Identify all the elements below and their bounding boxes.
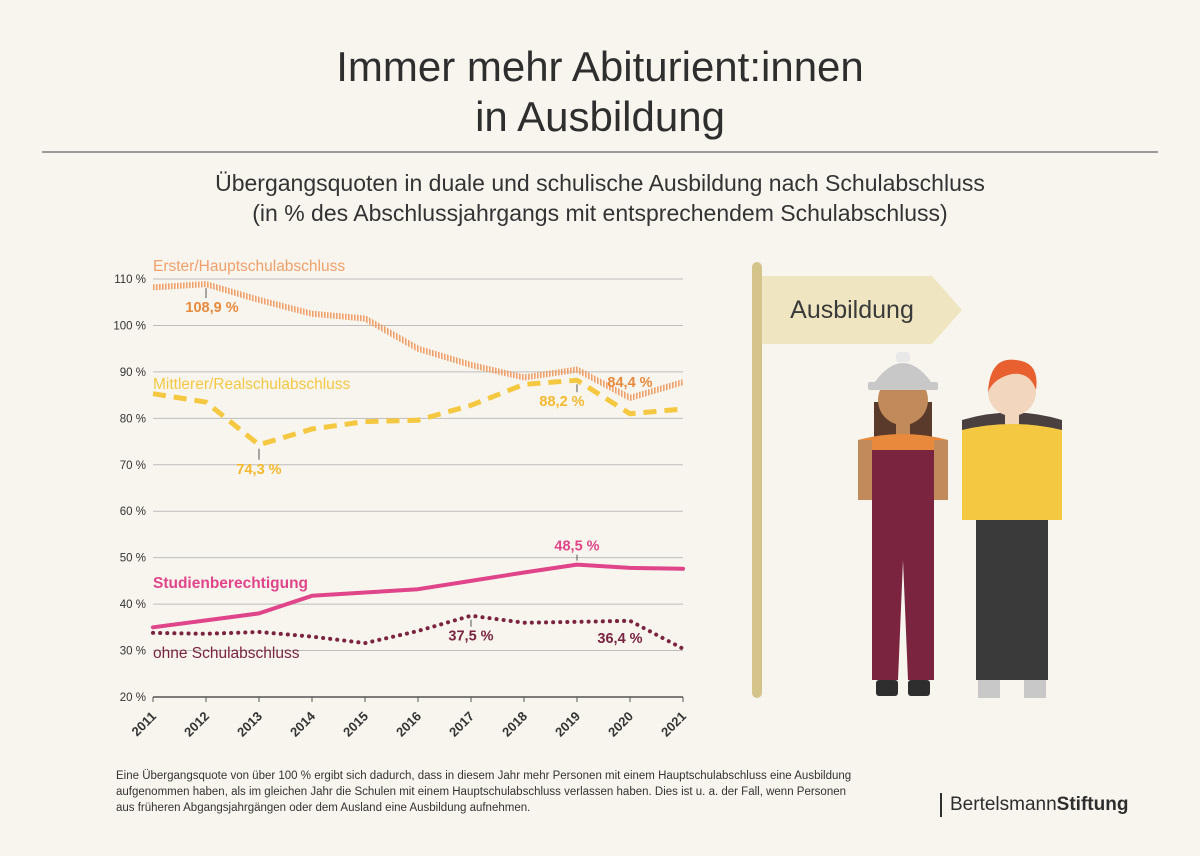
series-line — [151, 613, 685, 651]
y-tick-label: 40 % — [120, 599, 146, 611]
signpost-sign — [762, 276, 962, 344]
y-tick-label: 100 % — [113, 320, 146, 332]
x-tick-label: 2020 — [605, 709, 636, 740]
logo-part-2: Stiftung — [1056, 794, 1129, 815]
logo-part-1: Bertelsmann — [950, 794, 1057, 815]
data-label: 84,4 % — [607, 375, 652, 391]
subtitle-line-1: Übergangsquoten in duale und schulische … — [215, 170, 985, 196]
title-line-2: in Ausbildung — [475, 93, 725, 140]
y-tick-label: 90 % — [120, 367, 146, 379]
y-tick-label: 50 % — [120, 553, 146, 565]
x-tick-label: 2018 — [499, 709, 530, 740]
x-tick-label: 2017 — [446, 709, 477, 740]
subtitle-line-2: (in % des Abschlussjahrgangs mit entspre… — [252, 200, 948, 226]
data-label: 74,3 % — [236, 462, 281, 478]
data-label: 108,9 % — [185, 300, 238, 316]
y-tick-label: 60 % — [120, 506, 146, 518]
signpost-pole — [752, 262, 762, 698]
bertelsmann-stiftung-logo: BertelsmannStiftung — [940, 793, 1128, 817]
student-figure — [962, 359, 1062, 698]
x-tick-label: 2021 — [658, 709, 689, 740]
series-name-label: Erster/Hauptschulabschluss — [153, 258, 345, 275]
x-tick-label: 2014 — [287, 708, 319, 740]
worker-figure — [858, 352, 948, 696]
data-label: 88,2 % — [539, 394, 584, 410]
axes: 110 % 100 % 90 % 80 % 70 % 60 % 50 % 40 % 30 % 20… — [113, 274, 689, 740]
y-tick-label: 80 % — [120, 413, 146, 425]
data-label: 37,5 % — [448, 629, 493, 645]
y-tick-label: 70 % — [120, 460, 146, 472]
y-tick-label: 110 % — [114, 274, 146, 286]
series-line — [152, 377, 684, 448]
series-name-label: ohne Schulabschluss — [153, 645, 300, 662]
x-tick-label: 2012 — [181, 709, 212, 740]
x-tick-label: 2019 — [552, 709, 583, 740]
series-line — [152, 281, 684, 401]
x-tick-label: 2015 — [340, 709, 371, 740]
signpost-illustration: Ausbildung — [752, 262, 962, 698]
series-name-label: Studienberechtigung — [153, 575, 308, 592]
title-divider — [42, 151, 1158, 153]
series-name-label: Mittlerer/Realschulabschluss — [153, 376, 351, 393]
title-line-1: Immer mehr Abiturient:innen — [336, 43, 864, 90]
data-label: 48,5 % — [554, 539, 599, 555]
page-title: Immer mehr Abiturient:innen in Ausbildun… — [0, 42, 1200, 142]
x-tick-label: 2011 — [129, 709, 160, 740]
series-line — [151, 562, 685, 630]
series — [151, 281, 685, 651]
x-tick-label: 2013 — [234, 709, 265, 740]
data-label: 36,4 % — [597, 631, 642, 647]
y-tick-label: 20 % — [120, 692, 146, 704]
y-tick-label: 30 % — [120, 646, 146, 658]
series-labels: Erster/Hauptschulabschluss Mittlerer/Real… — [153, 258, 653, 662]
footnote: Eine Übergangsquote von über 100 % ergib… — [116, 770, 852, 814]
chart-subtitle: Übergangsquoten in duale und schulische … — [0, 168, 1200, 228]
signpost-label: Ausbildung — [790, 296, 914, 324]
x-tick-label: 2016 — [393, 709, 424, 740]
